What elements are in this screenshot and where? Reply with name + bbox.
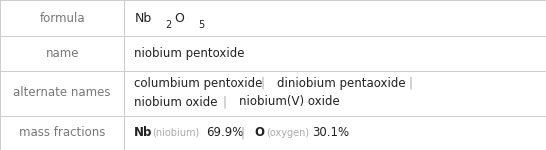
Text: |: | — [240, 126, 244, 139]
Text: name: name — [45, 47, 79, 60]
Text: 2: 2 — [165, 20, 171, 30]
Text: (niobium): (niobium) — [152, 128, 200, 138]
Text: 69.9%: 69.9% — [206, 126, 243, 139]
Text: |: | — [260, 77, 264, 90]
Text: formula: formula — [39, 12, 85, 24]
Text: mass fractions: mass fractions — [19, 126, 105, 139]
Text: columbium pentoxide: columbium pentoxide — [134, 77, 263, 90]
Text: |: | — [408, 77, 413, 90]
Text: 5: 5 — [198, 20, 204, 30]
Text: niobium(V) oxide: niobium(V) oxide — [239, 96, 340, 108]
Text: diniobium pentaoxide: diniobium pentaoxide — [277, 77, 405, 90]
Text: alternate names: alternate names — [14, 87, 111, 99]
Text: O: O — [175, 12, 185, 24]
Text: 30.1%: 30.1% — [312, 126, 349, 139]
Text: Nb: Nb — [134, 126, 153, 139]
Text: Nb: Nb — [134, 12, 152, 24]
Text: O: O — [254, 126, 264, 139]
Text: niobium pentoxide: niobium pentoxide — [134, 47, 245, 60]
Text: (oxygen): (oxygen) — [266, 128, 309, 138]
Text: niobium oxide: niobium oxide — [134, 96, 218, 108]
Text: |: | — [223, 96, 227, 108]
